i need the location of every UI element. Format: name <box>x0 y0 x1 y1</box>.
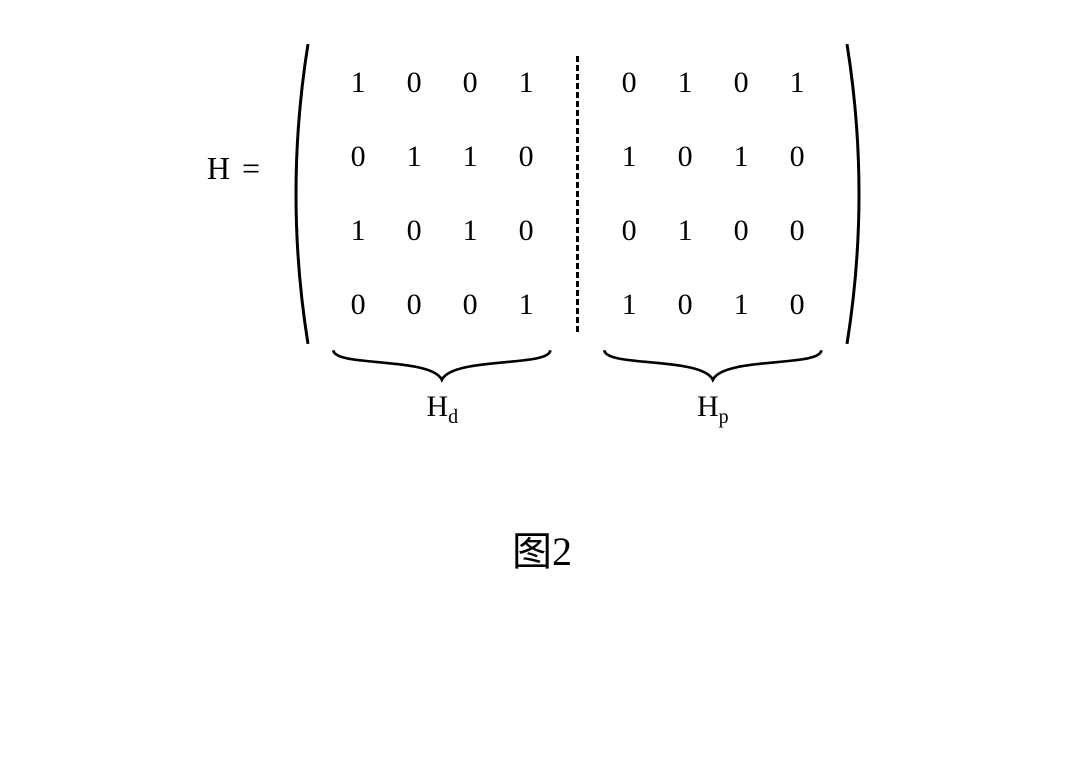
matrix-cell: 1 <box>675 216 695 246</box>
submatrix-hp: 0 1 0 1 1 0 1 0 0 1 0 0 1 0 1 0 <box>585 52 841 336</box>
matrix-cell: 0 <box>348 142 368 172</box>
equation-lhs: H = <box>207 40 262 187</box>
brace-icon <box>600 344 826 386</box>
matrix-cell: 1 <box>516 290 536 320</box>
matrix-cell: 0 <box>731 216 751 246</box>
matrix-container: 1 0 0 1 0 1 1 0 1 0 1 0 0 0 0 1 0 1 0 1 1 0 1 0 0 1 0 0 1 0 1 0 Hd <box>278 40 877 429</box>
underbrace-row: Hd Hp <box>278 344 877 429</box>
matrix-equation: H = 1 0 0 1 0 1 1 0 1 0 1 0 0 0 0 1 0 1 0 1 1 0 1 0 0 1 0 0 1 0 1 0 <box>207 40 877 429</box>
figure-caption: 图2 <box>512 519 572 577</box>
right-paren <box>841 40 877 348</box>
matrix-cell: 0 <box>404 68 424 98</box>
hp-label: Hp <box>697 390 729 429</box>
matrix-cell: 0 <box>731 68 751 98</box>
matrix-cell: 1 <box>731 290 751 320</box>
matrix-cell: 0 <box>619 216 639 246</box>
matrix-cell: 0 <box>675 142 695 172</box>
matrix-cell: 0 <box>619 68 639 98</box>
matrix-row: 1 0 1 0 <box>619 142 807 172</box>
matrix-row: 0 0 0 1 <box>348 290 536 320</box>
matrix-cell: 0 <box>348 290 368 320</box>
matrix-cell: 1 <box>619 142 639 172</box>
brace-icon <box>329 344 555 386</box>
underbrace-hd: Hd <box>314 344 571 429</box>
matrix-cell: 0 <box>460 290 480 320</box>
matrix-row: 1 0 1 0 <box>619 290 807 320</box>
hd-label: Hd <box>426 390 458 429</box>
matrix-cell: 1 <box>404 142 424 172</box>
matrix-row: 0 1 0 1 <box>619 68 807 98</box>
left-paren <box>278 40 314 348</box>
block-divider <box>576 56 579 332</box>
submatrix-hd: 1 0 0 1 0 1 1 0 1 0 1 0 0 0 0 1 <box>314 52 570 336</box>
matrix-row: 0 1 1 0 <box>348 142 536 172</box>
matrix-cell: 1 <box>619 290 639 320</box>
matrix-cell: 1 <box>348 68 368 98</box>
matrix-cell: 0 <box>787 216 807 246</box>
matrix-row: 0 1 0 0 <box>619 216 807 246</box>
matrix-cell: 0 <box>516 216 536 246</box>
matrix-cell: 0 <box>404 216 424 246</box>
matrix-cell: 1 <box>460 216 480 246</box>
matrix-cell: 0 <box>460 68 480 98</box>
matrix-row: 1 0 1 0 <box>348 216 536 246</box>
underbrace-hp: Hp <box>585 344 842 429</box>
matrix-cell: 1 <box>675 68 695 98</box>
matrix-cell: 1 <box>731 142 751 172</box>
matrix-cell: 1 <box>348 216 368 246</box>
matrix-body: 1 0 0 1 0 1 1 0 1 0 1 0 0 0 0 1 0 1 0 1 1 0 1 0 0 1 0 0 1 0 1 0 <box>314 40 841 348</box>
matrix-cell: 0 <box>787 142 807 172</box>
matrix-cell: 1 <box>787 68 807 98</box>
matrix-cell: 0 <box>516 142 536 172</box>
matrix-cell: 0 <box>675 290 695 320</box>
matrix-cell: 1 <box>460 142 480 172</box>
matrix-cell: 0 <box>404 290 424 320</box>
matrix-cell: 0 <box>787 290 807 320</box>
matrix-cell: 1 <box>516 68 536 98</box>
matrix-row: 1 0 0 1 <box>348 68 536 98</box>
